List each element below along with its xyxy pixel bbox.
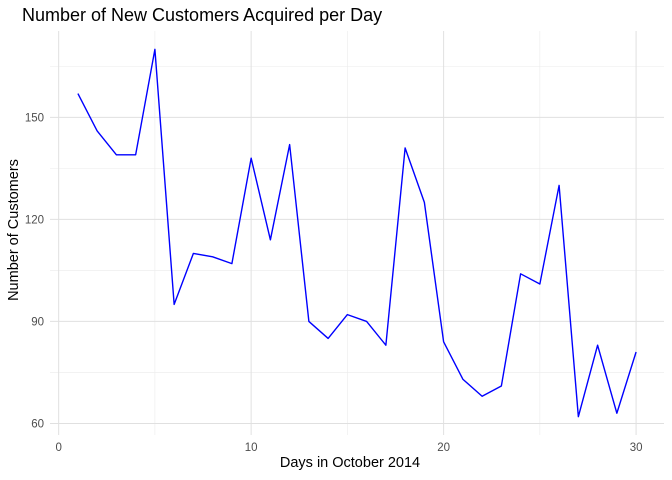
- x-tick-label: 10: [245, 442, 258, 454]
- x-axis-label: Days in October 2014: [279, 455, 421, 471]
- x-tick-label: 0: [55, 442, 61, 454]
- chart-title: Number of New Customers Acquired per Day: [22, 5, 383, 25]
- y-axis-label: Number of Customers: [6, 159, 22, 301]
- x-tick-label: 20: [437, 442, 450, 454]
- y-tick-label: 120: [25, 214, 44, 226]
- y-tick-label: 60: [31, 418, 44, 430]
- x-tick-label: 30: [630, 442, 643, 454]
- y-tick-label: 90: [31, 316, 44, 328]
- y-tick-label: 150: [25, 112, 44, 124]
- series-line: [77, 48, 637, 418]
